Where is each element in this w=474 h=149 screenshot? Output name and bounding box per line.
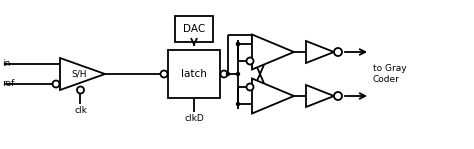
Circle shape [226,72,230,76]
Text: DAC: DAC [183,24,205,34]
Circle shape [236,42,240,46]
Bar [168,50,220,98]
Circle shape [161,70,167,77]
Circle shape [53,80,60,87]
Circle shape [236,72,240,76]
Circle shape [220,70,228,77]
Polygon shape [252,35,294,69]
Polygon shape [252,79,294,114]
Text: latch: latch [181,69,207,79]
Circle shape [236,42,240,46]
Text: clk: clk [74,106,87,115]
Circle shape [236,102,240,106]
Bar [175,16,213,42]
Text: in: in [2,59,10,69]
Circle shape [246,83,254,90]
Circle shape [334,48,342,56]
Polygon shape [60,58,105,90]
Text: clkD: clkD [184,114,204,123]
Text: to Gray
Coder: to Gray Coder [373,64,407,84]
Circle shape [334,92,342,100]
Text: ref: ref [2,80,14,89]
Text: S/H: S/H [71,69,87,79]
Polygon shape [306,41,334,63]
Circle shape [246,58,254,65]
Polygon shape [306,85,334,107]
Circle shape [77,87,84,94]
